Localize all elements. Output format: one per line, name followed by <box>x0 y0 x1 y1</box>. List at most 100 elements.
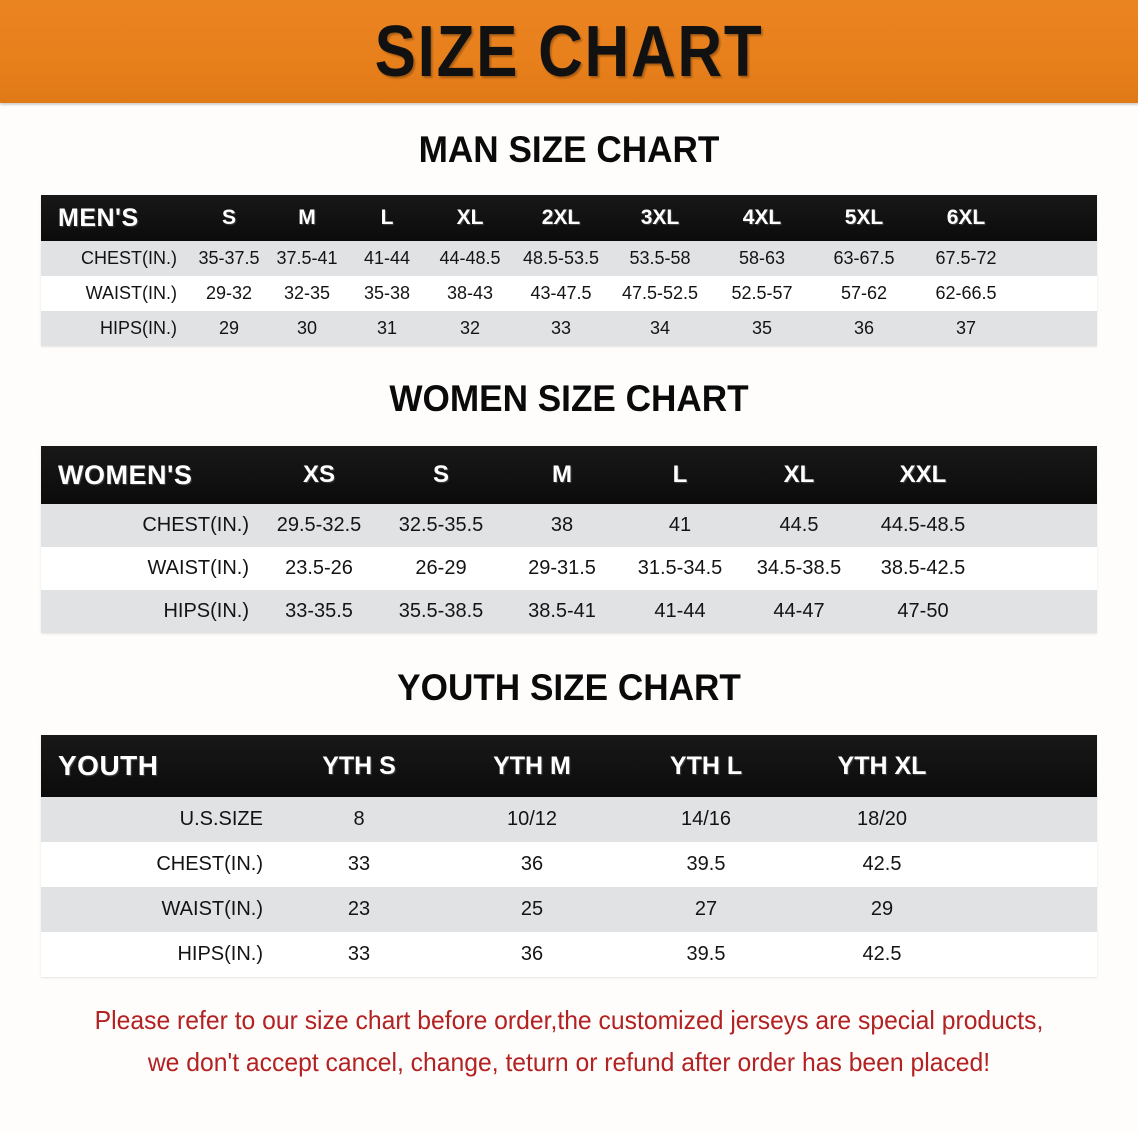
table-cell: 39.5 <box>686 943 726 965</box>
women-col-spacer <box>987 446 1097 504</box>
table-cell: 32-35 <box>283 283 331 303</box>
table-row: HIPS(IN.) 33-35.5 35.5-38.5 38.5-41 41-4… <box>41 590 1097 633</box>
women-col-s: S <box>432 461 449 488</box>
man-section-title: MAN SIZE CHART <box>418 129 720 170</box>
man-col-l: L <box>380 206 394 229</box>
table-cell-spacer <box>971 797 1097 842</box>
table-cell-spacer <box>987 547 1097 590</box>
table-cell: 29.5-32.5 <box>276 514 362 536</box>
table-cell: 33 <box>347 853 371 875</box>
table-cell: 29-32 <box>205 283 253 303</box>
table-row: U.S.SIZE 8 10/12 14/16 18/20 <box>41 797 1097 842</box>
table-row: HIPS(IN.) 29 30 31 32 33 34 35 36 37 <box>41 311 1097 346</box>
table-cell: 36 <box>520 853 544 875</box>
table-row: CHEST(IN.) 35-37.5 37.5-41 41-44 44-48.5… <box>41 241 1097 276</box>
youth-table-header: YOUTH YTH S YTH M YTH L YTH XL <box>41 735 1097 797</box>
table-row: WAIST(IN.) 23 25 27 29 <box>41 887 1097 932</box>
table-cell: 29-31.5 <box>528 557 596 579</box>
table-cell: 31.5-34.5 <box>637 557 723 579</box>
table-cell: 33 <box>550 318 572 338</box>
youth-col-xl: YTH XL <box>837 751 927 780</box>
table-cell: 35 <box>751 318 773 338</box>
table-cell: 41-44 <box>654 600 706 622</box>
page-title: SIZE CHART <box>374 11 764 92</box>
table-cell: 67.5-72 <box>935 248 997 268</box>
table-cell: 31 <box>376 318 398 338</box>
youth-row-label-ussize: U.S.SIZE <box>179 808 263 830</box>
table-cell: 32.5-35.5 <box>398 514 484 536</box>
table-cell: 8 <box>353 808 365 830</box>
order-policy-note: Please refer to our size chart before or… <box>61 999 1078 1083</box>
man-col-2xl: 2XL <box>541 206 581 229</box>
table-cell-spacer <box>987 590 1097 633</box>
table-cell: 47.5-52.5 <box>621 283 699 303</box>
youth-col-l: YTH L <box>669 751 743 780</box>
table-cell: 43-47.5 <box>530 283 592 303</box>
table-header-row: YOUTH YTH S YTH M YTH L YTH XL <box>41 735 1097 797</box>
table-cell: 42.5 <box>862 853 902 875</box>
table-row: CHEST(IN.) 33 36 39.5 42.5 <box>41 842 1097 887</box>
table-cell: 18/20 <box>856 808 908 830</box>
table-cell: 34 <box>649 318 671 338</box>
table-cell: 30 <box>296 318 318 338</box>
table-cell: 44-48.5 <box>439 248 501 268</box>
women-table-header: WOMEN'S XS S M L XL XXL <box>41 446 1097 504</box>
table-cell: 38-43 <box>446 283 494 303</box>
table-cell: 33-35.5 <box>285 600 353 622</box>
youth-row-label-waist: WAIST(IN.) <box>161 898 263 920</box>
man-col-spacer <box>1017 195 1097 241</box>
table-cell: 27 <box>694 898 718 920</box>
table-cell: 48.5-53.5 <box>522 248 600 268</box>
table-cell: 10/12 <box>506 808 558 830</box>
man-col-6xl: 6XL <box>946 206 986 229</box>
table-cell: 47-50 <box>897 600 949 622</box>
page-banner: SIZE CHART <box>0 0 1138 103</box>
table-cell: 44.5 <box>779 514 819 536</box>
order-policy-note-line-2: we don't accept cancel, change, teturn o… <box>147 1047 991 1078</box>
table-header-row: WOMEN'S XS S M L XL XXL <box>41 446 1097 504</box>
man-col-3xl: 3XL <box>640 206 680 229</box>
table-cell-spacer <box>971 932 1097 977</box>
table-cell: 58-63 <box>738 248 786 268</box>
table-cell: 37 <box>955 318 977 338</box>
man-row-label-hips: HIPS(IN.) <box>99 318 177 338</box>
man-row-label-chest: CHEST(IN.) <box>81 248 177 268</box>
table-cell: 41 <box>668 514 692 536</box>
table-cell: 39.5 <box>686 853 726 875</box>
table-cell: 35.5-38.5 <box>398 600 484 622</box>
youth-section-title: YOUTH SIZE CHART <box>397 667 741 708</box>
table-cell: 57-62 <box>840 283 888 303</box>
table-cell-spacer <box>1017 241 1097 276</box>
table-cell: 36 <box>853 318 875 338</box>
man-corner-label: MEN'S <box>58 203 139 232</box>
table-cell: 33 <box>347 943 371 965</box>
women-row-label-waist: WAIST(IN.) <box>147 557 249 579</box>
table-cell: 23.5-26 <box>285 557 353 579</box>
youth-row-label-hips: HIPS(IN.) <box>177 943 263 965</box>
women-col-m: M <box>552 461 572 488</box>
table-cell-spacer <box>971 842 1097 887</box>
table-cell: 53.5-58 <box>629 248 691 268</box>
table-row: WAIST(IN.) 23.5-26 26-29 29-31.5 31.5-34… <box>41 547 1097 590</box>
women-row-label-hips: HIPS(IN.) <box>163 600 249 622</box>
youth-row-label-chest: CHEST(IN.) <box>156 853 263 875</box>
table-cell: 25 <box>520 898 544 920</box>
table-cell: 37.5-41 <box>276 248 338 268</box>
table-cell: 29 <box>870 898 894 920</box>
table-cell-spacer <box>1017 311 1097 346</box>
man-size-table: MEN'S S M L XL 2XL 3XL 4XL 5XL 6XL CHEST… <box>41 195 1097 346</box>
table-cell: 44.5-48.5 <box>880 514 966 536</box>
table-cell-spacer <box>971 887 1097 932</box>
table-cell: 52.5-57 <box>731 283 793 303</box>
man-table-header: MEN'S S M L XL 2XL 3XL 4XL 5XL 6XL <box>41 195 1097 241</box>
table-cell: 36 <box>520 943 544 965</box>
table-cell: 44-47 <box>773 600 825 622</box>
women-corner-label: WOMEN'S <box>58 459 193 490</box>
man-row-label-waist: WAIST(IN.) <box>85 283 177 303</box>
table-cell: 35-38 <box>363 283 411 303</box>
youth-col-s: YTH S <box>322 751 396 780</box>
table-cell: 62-66.5 <box>935 283 997 303</box>
women-row-label-chest: CHEST(IN.) <box>142 514 249 536</box>
man-col-5xl: 5XL <box>844 206 884 229</box>
